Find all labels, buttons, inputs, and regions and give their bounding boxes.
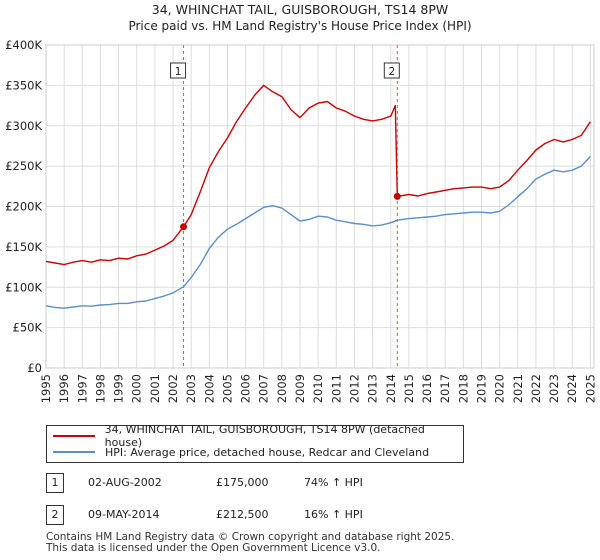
hpi-line (45, 155, 591, 309)
x-tick-label: 2022 (529, 374, 543, 403)
legend-swatch-property (53, 435, 95, 437)
sale-hpi-change: 74% ↑ HPI (304, 476, 363, 489)
x-tick-label: 2025 (583, 374, 597, 403)
y-tick-label: £150K (5, 240, 42, 254)
x-tick-label: 2015 (402, 374, 416, 403)
sale-point (180, 223, 188, 231)
x-tick-label: 2011 (329, 374, 343, 403)
footer-attribution: Contains HM Land Registry data © Crown c… (46, 532, 454, 554)
sale-number-badge: 2 (46, 505, 64, 525)
sale-marker-box (170, 62, 187, 79)
x-tick-label: 2020 (493, 374, 507, 403)
y-tick-label: £400K (5, 38, 42, 52)
sale-marker-label: 1 (175, 66, 182, 78)
x-tick-label: 2005 (220, 374, 234, 403)
sale-point (393, 192, 401, 200)
x-tick-label: 2001 (148, 374, 162, 403)
x-tick-label: 1998 (93, 374, 107, 403)
x-tick-label: 2016 (420, 374, 434, 403)
x-tick-label: 2003 (184, 374, 198, 403)
chart-subtitle: Price paid vs. HM Land Registry's House … (128, 19, 471, 33)
y-tick-label: £300K (5, 119, 42, 133)
legend-swatch-hpi (53, 451, 95, 453)
y-tick-label: £100K (5, 280, 42, 294)
x-tick-label: 1995 (39, 374, 53, 403)
legend-label-property: 34, WHINCHAT TAIL, GUISBOROUGH, TS14 8PW… (104, 423, 425, 449)
x-tick-label: 2000 (130, 374, 144, 403)
x-tick-label: 2004 (202, 374, 216, 403)
sale-hpi-change: 16% ↑ HPI (304, 508, 363, 521)
legend-label-hpi: HPI: Average price, detached house, Redc… (105, 445, 430, 459)
x-tick-label: 2010 (311, 374, 325, 403)
plot-border (45, 44, 595, 369)
x-tick-label: 1996 (57, 374, 71, 403)
y-tick-label: £50K (13, 321, 43, 335)
x-tick-label: 2024 (565, 374, 579, 403)
price-chart: 34, WHINCHAT TAIL, GUISBOROUGH, TS14 8PW… (5, 2, 597, 403)
x-tick-label: 1999 (112, 374, 126, 403)
chart-title: 34, WHINCHAT TAIL, GUISBOROUGH, TS14 8PW (152, 2, 448, 17)
legend-item-hpi: HPI: Average price, detached house, Redc… (53, 444, 429, 460)
property-price-line (45, 84, 591, 266)
y-tick-label: £200K (5, 200, 42, 214)
sale-date: 02-AUG-2002 (88, 476, 162, 489)
y-tick-label: £250K (5, 159, 42, 173)
legend: 34, WHINCHAT TAIL, GUISBOROUGH, TS14 8PW… (46, 423, 464, 463)
sale-price: £175,000 (216, 476, 269, 489)
y-tick-label: £0 (27, 361, 42, 375)
x-tick-label: 2023 (547, 374, 561, 403)
x-tick-label: 2007 (257, 374, 271, 403)
x-tick-label: 2002 (166, 374, 180, 403)
sale-price: £212,500 (216, 508, 269, 521)
footer-line-2: This data is licensed under the Open Gov… (46, 542, 381, 554)
x-tick-label: 2017 (438, 374, 452, 403)
x-tick-label: 2019 (474, 374, 488, 403)
legend-item-property: 34, WHINCHAT TAIL, GUISBOROUGH, TS14 8PW… (53, 423, 463, 449)
x-tick-label: 1997 (75, 374, 89, 403)
sale-number-badge: 1 (46, 473, 64, 493)
x-tick-label: 2009 (293, 374, 307, 403)
x-tick-label: 2013 (366, 374, 380, 403)
sale-date: 09-MAY-2014 (88, 508, 160, 521)
x-tick-label: 2008 (275, 374, 289, 403)
x-tick-label: 2018 (456, 374, 470, 403)
x-tick-label: 2021 (511, 374, 525, 403)
footer-line-1: Contains HM Land Registry data © Crown c… (46, 531, 455, 543)
sale-marker-label: 2 (388, 66, 395, 78)
x-tick-label: 2014 (384, 374, 398, 403)
y-tick-label: £350K (5, 78, 42, 92)
x-tick-label: 2012 (347, 374, 361, 403)
sale-marker-box (383, 62, 400, 79)
x-tick-label: 2006 (239, 374, 253, 403)
